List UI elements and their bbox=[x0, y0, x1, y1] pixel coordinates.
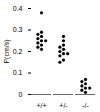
svg-text:+/-: +/- bbox=[59, 102, 68, 109]
svg-text:0.3: 0.3 bbox=[13, 26, 23, 33]
svg-text:0: 0 bbox=[19, 91, 23, 98]
svg-text:0.4: 0.4 bbox=[13, 5, 23, 12]
svg-text:0.2: 0.2 bbox=[13, 48, 23, 55]
svg-text:+/+: +/+ bbox=[36, 102, 46, 109]
svg-text:-/-: -/- bbox=[82, 102, 89, 109]
svg-text:0.1: 0.1 bbox=[13, 69, 23, 76]
svg-text:P(cm/s): P(cm/s) bbox=[3, 39, 11, 63]
